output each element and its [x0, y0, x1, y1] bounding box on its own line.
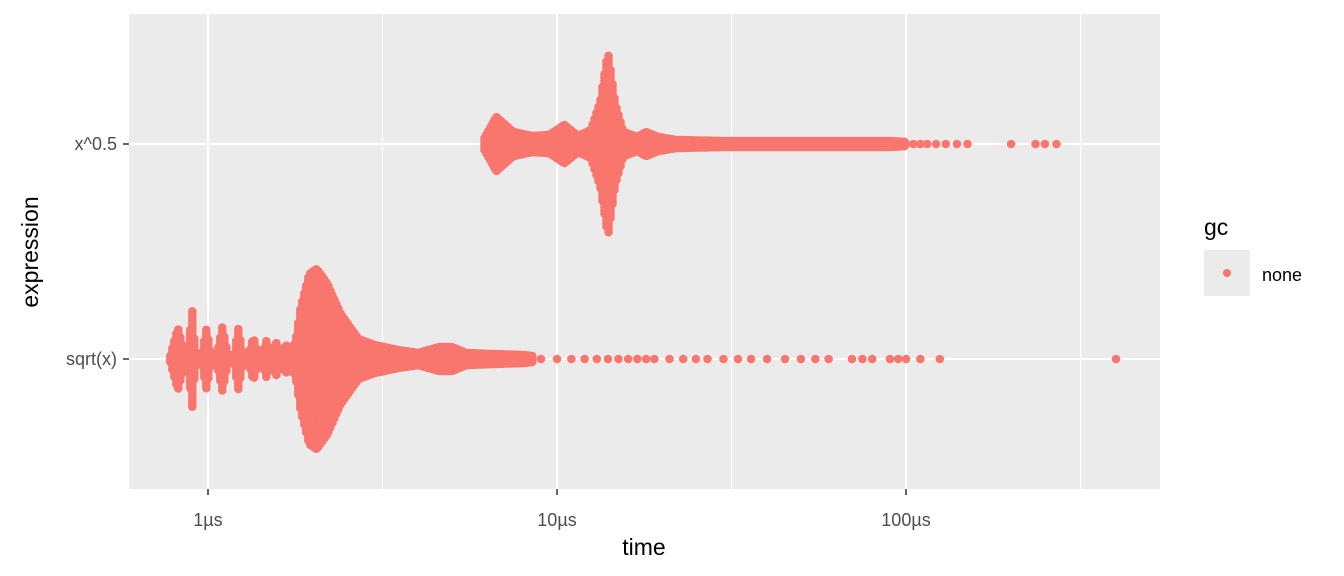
data-point-outlier — [641, 354, 651, 364]
data-point-outlier — [780, 354, 790, 364]
data-point-outlier — [824, 354, 833, 364]
data-point — [202, 383, 211, 393]
data-point-outlier — [847, 354, 857, 364]
data-point-outlier — [1052, 139, 1061, 149]
data-point-outlier — [536, 354, 546, 364]
data-point-outlier — [552, 354, 562, 364]
data-point-outlier — [902, 139, 911, 149]
data-point — [176, 376, 185, 385]
data-point-outlier — [567, 354, 576, 364]
plot-panel — [129, 14, 1160, 489]
x-tick-label: 1µs — [193, 510, 222, 530]
data-point-outlier — [1031, 139, 1040, 149]
data-point — [204, 374, 213, 383]
data-point-outlier — [592, 354, 602, 364]
axes: 1µs 10µs 100µs sqrt(x) x^0.5 — [66, 134, 931, 530]
data-points — [166, 51, 1121, 454]
data-point-outlier — [1040, 139, 1050, 149]
data-point-outlier — [885, 354, 895, 364]
data-point-outlier — [941, 139, 951, 149]
data-point — [222, 366, 231, 376]
data-point-outlier — [603, 354, 613, 364]
data-point-outlier — [909, 139, 918, 149]
data-point — [178, 368, 187, 378]
data-point-outlier — [623, 354, 633, 364]
data-point-outlier — [922, 139, 932, 149]
data-point-outlier — [614, 354, 623, 364]
data-point-outlier — [691, 354, 701, 364]
series-sqrt(x) — [166, 265, 1121, 454]
data-point-outlier — [893, 354, 903, 364]
data-point-outlier — [811, 354, 820, 364]
y-tick-label: sqrt(x) — [66, 349, 117, 369]
data-point-outlier — [952, 139, 962, 149]
data-point-outlier — [633, 354, 642, 364]
data-point — [174, 384, 183, 393]
data-point-outlier — [916, 139, 925, 149]
legend: gc none — [1204, 214, 1302, 296]
data-point-outlier — [719, 354, 728, 364]
data-point-outlier — [1006, 139, 1016, 149]
data-point-outlier — [858, 354, 867, 364]
data-point-outlier — [963, 139, 972, 149]
data-point — [528, 357, 537, 367]
data-point-outlier — [762, 354, 772, 364]
y-axis-title: expression — [17, 196, 43, 307]
data-point — [220, 376, 229, 386]
x-tick-label: 10µs — [537, 510, 576, 530]
data-point-outlier — [916, 354, 925, 364]
legend-title: gc — [1204, 214, 1228, 240]
data-point-outlier — [867, 354, 877, 364]
data-point — [614, 168, 623, 178]
data-point-outlier — [665, 354, 674, 364]
data-point — [234, 384, 243, 394]
legend-label-none: none — [1262, 265, 1302, 285]
data-point — [606, 213, 615, 223]
data-point — [188, 402, 197, 412]
data-point-outlier — [678, 354, 688, 364]
data-point-outlier — [580, 354, 589, 364]
x-axis-title: time — [622, 534, 665, 560]
data-point — [604, 227, 613, 237]
data-point-outlier — [1111, 354, 1121, 364]
data-point — [236, 373, 245, 383]
data-point — [250, 373, 259, 382]
data-point — [612, 175, 621, 185]
x-tick-label: 100µs — [881, 510, 930, 530]
series-x^0.5 — [480, 51, 1061, 237]
data-point-outlier — [650, 354, 659, 364]
data-point-outlier — [746, 354, 756, 364]
data-point-outlier — [703, 354, 712, 364]
data-point — [190, 374, 199, 384]
data-point — [218, 386, 227, 395]
y-tick-label: x^0.5 — [75, 134, 117, 154]
data-point — [608, 199, 617, 209]
data-point-outlier — [733, 354, 743, 364]
data-point-outlier — [901, 354, 911, 364]
data-point-outlier — [935, 354, 945, 364]
data-point — [251, 365, 261, 374]
data-point-outlier — [931, 139, 941, 149]
data-point-outlier — [796, 354, 806, 364]
legend-key-dot — [1223, 269, 1231, 277]
data-point — [610, 185, 619, 195]
data-point — [616, 161, 625, 171]
